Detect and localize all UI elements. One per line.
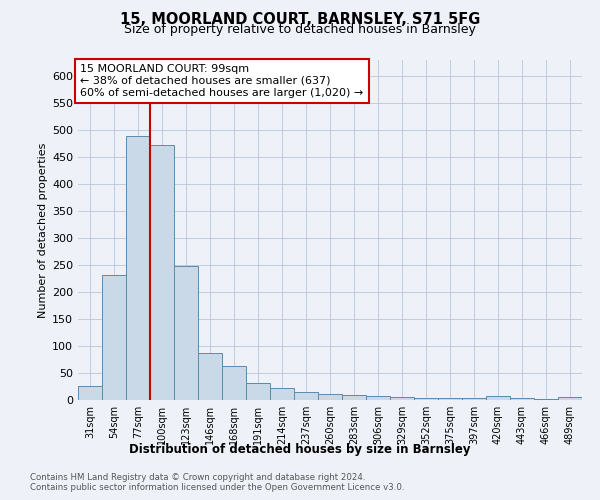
Bar bbox=[174, 266, 198, 400]
Bar bbox=[126, 136, 150, 400]
Bar bbox=[486, 396, 510, 400]
Text: Contains public sector information licensed under the Open Government Licence v3: Contains public sector information licen… bbox=[30, 484, 404, 492]
Bar bbox=[462, 398, 486, 400]
Text: Size of property relative to detached houses in Barnsley: Size of property relative to detached ho… bbox=[124, 22, 476, 36]
Bar bbox=[246, 384, 270, 400]
Bar bbox=[342, 394, 366, 400]
Bar bbox=[222, 366, 246, 400]
Text: Contains HM Land Registry data © Crown copyright and database right 2024.: Contains HM Land Registry data © Crown c… bbox=[30, 472, 365, 482]
Text: 15, MOORLAND COURT, BARNSLEY, S71 5FG: 15, MOORLAND COURT, BARNSLEY, S71 5FG bbox=[120, 12, 480, 28]
Bar bbox=[198, 352, 222, 400]
Bar bbox=[318, 394, 342, 400]
Bar bbox=[270, 388, 294, 400]
Text: 15 MOORLAND COURT: 99sqm
← 38% of detached houses are smaller (637)
60% of semi-: 15 MOORLAND COURT: 99sqm ← 38% of detach… bbox=[80, 64, 364, 98]
Bar bbox=[150, 146, 174, 400]
Bar bbox=[438, 398, 462, 400]
Text: Distribution of detached houses by size in Barnsley: Distribution of detached houses by size … bbox=[129, 442, 471, 456]
Bar bbox=[102, 275, 126, 400]
Bar bbox=[78, 386, 102, 400]
Y-axis label: Number of detached properties: Number of detached properties bbox=[38, 142, 48, 318]
Bar bbox=[510, 398, 534, 400]
Bar bbox=[558, 398, 582, 400]
Bar bbox=[414, 398, 438, 400]
Bar bbox=[294, 392, 318, 400]
Bar bbox=[390, 398, 414, 400]
Bar bbox=[366, 396, 390, 400]
